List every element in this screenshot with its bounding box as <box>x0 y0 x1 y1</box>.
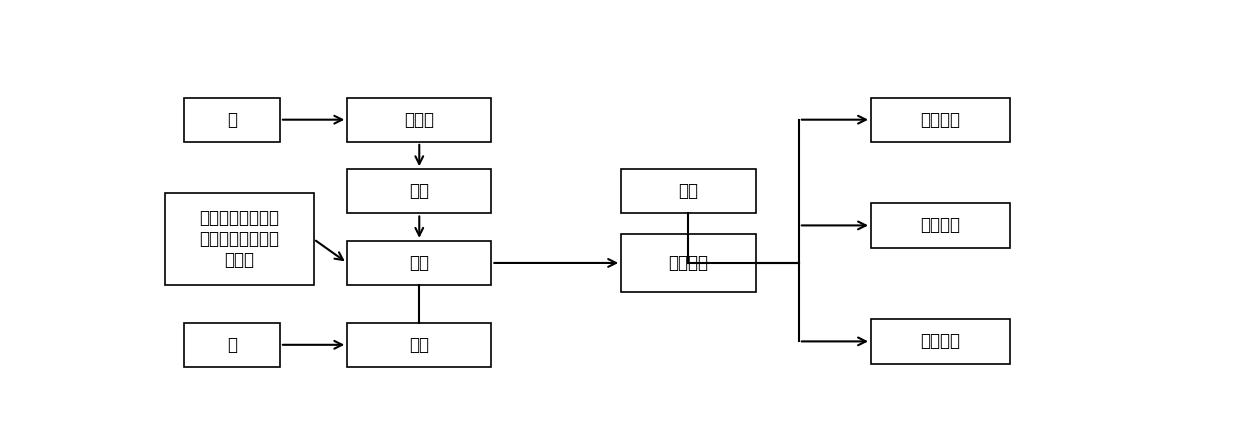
Text: 天然气、页岩气、
煤层气、天然气水
合物等: 天然气、页岩气、 煤层气、天然气水 合物等 <box>200 209 279 269</box>
Text: 氯气: 氯气 <box>409 254 429 272</box>
Bar <box>184 323 280 367</box>
Bar <box>165 193 314 285</box>
Text: 二氯甲烷: 二氯甲烷 <box>668 254 708 272</box>
Bar <box>870 319 1011 364</box>
Bar <box>870 97 1011 142</box>
Text: 煤: 煤 <box>227 111 237 128</box>
Text: 三氯甲烷: 三氯甲烷 <box>920 332 961 350</box>
Bar <box>347 97 491 142</box>
Text: 三氯乙烯: 三氯乙烯 <box>920 111 961 128</box>
Text: 氧气: 氧气 <box>678 183 698 200</box>
Text: 合成气: 合成气 <box>404 111 434 128</box>
Bar <box>184 97 280 142</box>
Bar <box>870 203 1011 248</box>
Text: 盐: 盐 <box>227 336 237 354</box>
Bar <box>621 234 755 292</box>
Bar <box>347 241 491 285</box>
Text: 甲醇: 甲醇 <box>409 183 429 200</box>
Bar <box>347 323 491 367</box>
Bar <box>621 169 755 214</box>
Bar <box>347 169 491 214</box>
Text: 烧碱: 烧碱 <box>409 336 429 354</box>
Text: 四氯乙烯: 四氯乙烯 <box>920 217 961 234</box>
